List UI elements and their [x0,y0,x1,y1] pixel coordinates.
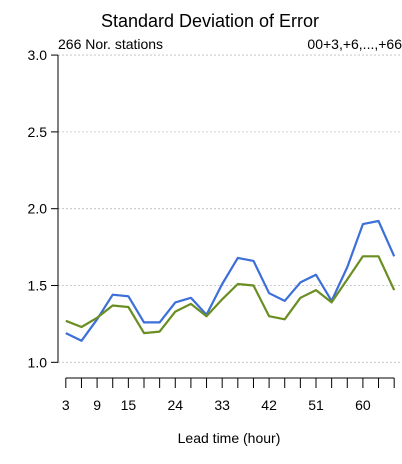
y-tick-label: 1.5 [28,278,48,294]
y-tick-label: 1.0 [28,354,48,370]
y-tick-label: 3.0 [28,47,48,63]
x-tick-label: 9 [93,397,101,413]
x-tick-labels: 3 9 15 24 33 42 51 60 [62,397,371,413]
chart-subtitle-left: 266 Nor. stations [58,36,163,52]
x-tick-label: 51 [308,397,324,413]
series-line-2 [65,255,396,335]
y-tick-label: 2.0 [28,201,48,217]
x-tick-label: 3 [62,397,70,413]
x-tick-label: 33 [214,397,230,413]
y-tick-labels: 1.0 1.5 2.0 2.5 3.0 [28,47,48,370]
x-tick-label: 15 [121,397,137,413]
series-lines [65,219,396,342]
chart-subtitle-right: 00+3,+6,...,+66 [307,36,402,52]
series-line-1 [65,219,396,342]
chart-title: Standard Deviation of Error [101,11,319,31]
x-axis-label: Lead time (hour) [178,430,281,446]
x-tick-label: 42 [261,397,277,413]
axes [51,54,395,388]
x-tick-label: 60 [355,397,371,413]
grid-lines [58,54,402,363]
x-tick-label: 24 [167,397,183,413]
y-tick-label: 2.5 [28,124,48,140]
